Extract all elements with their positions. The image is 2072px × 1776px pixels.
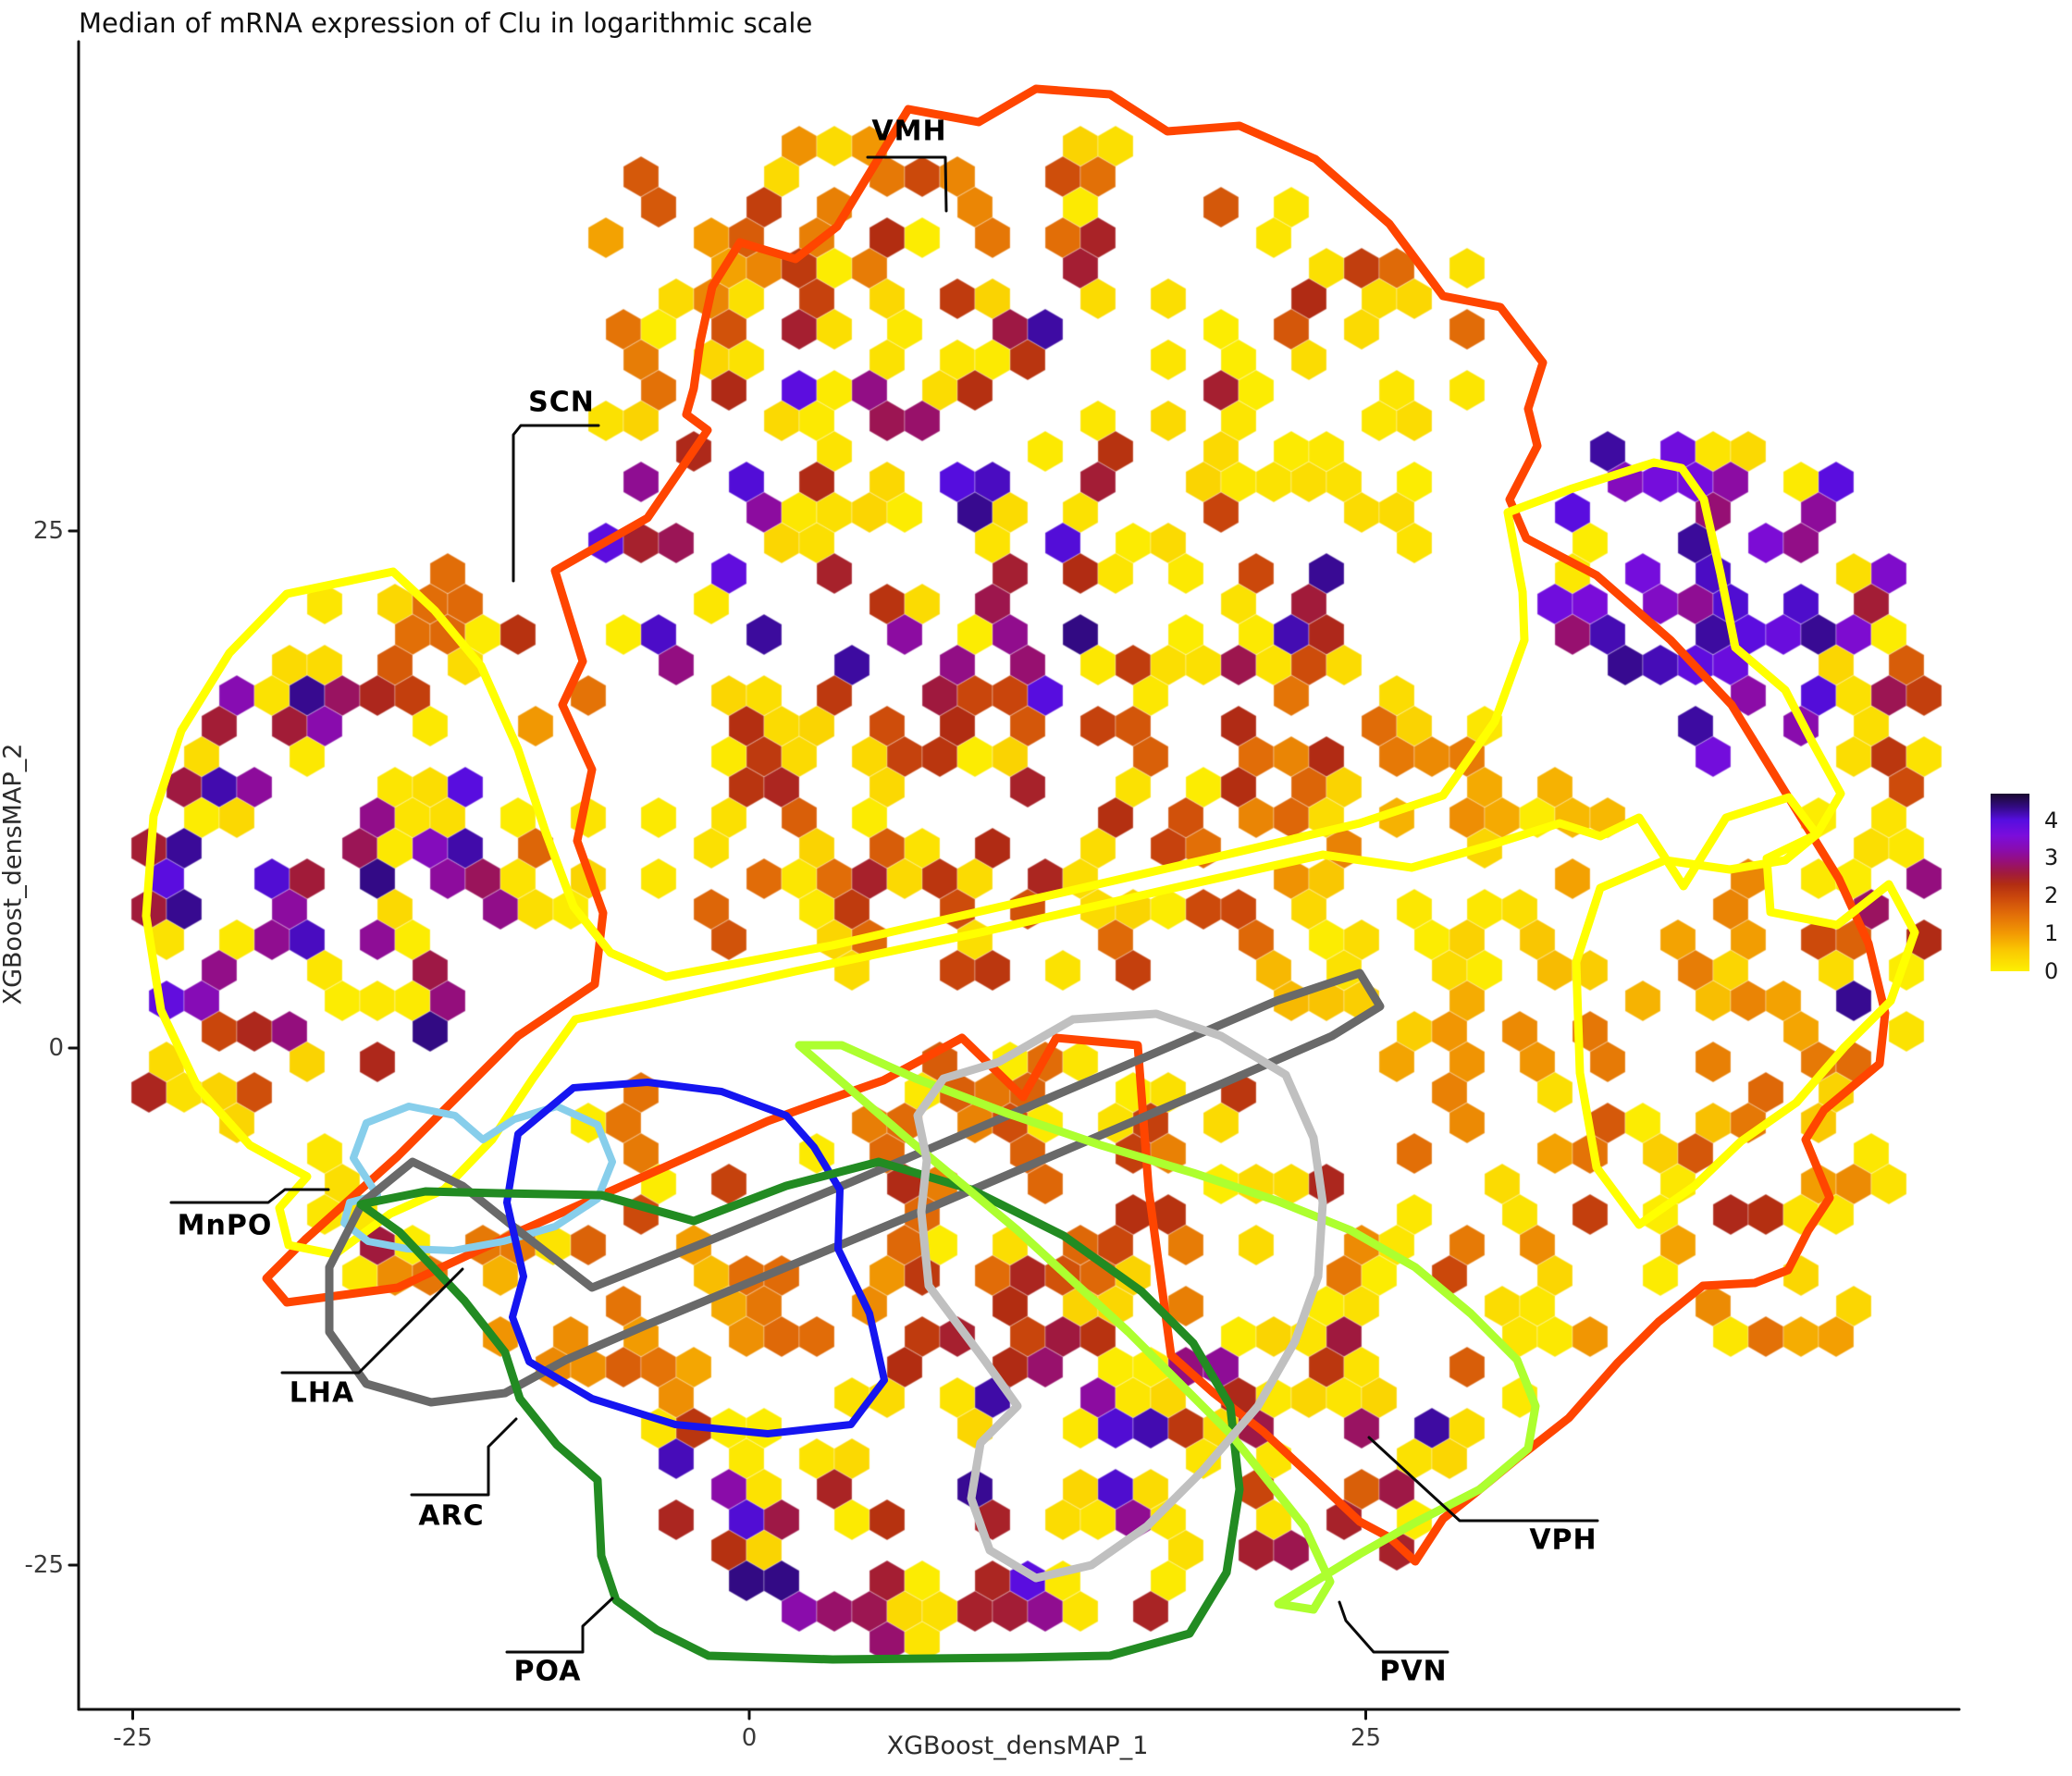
x-tick-label: 0 bbox=[741, 1724, 758, 1752]
region-label-pvn: PVN bbox=[1379, 1655, 1448, 1688]
leader-line-mnpo bbox=[169, 1188, 330, 1204]
leader-line-vph bbox=[1367, 1436, 1599, 1523]
leader-line-scn bbox=[512, 424, 600, 583]
colorbar-tick-label: 3 bbox=[2044, 845, 2059, 871]
x-tick-label: 25 bbox=[1350, 1724, 1382, 1752]
region-outline-scn bbox=[142, 458, 1845, 1259]
y-tick-label: -25 bbox=[24, 1551, 64, 1579]
region-outline-arc bbox=[503, 1079, 888, 1437]
leader-line-poa bbox=[505, 1597, 614, 1654]
region-label-poa: POA bbox=[513, 1655, 582, 1688]
region-outline-vmh bbox=[262, 84, 1890, 1566]
colorbar bbox=[1991, 794, 2029, 971]
region-outline-lha bbox=[325, 968, 1385, 1407]
region-label-mnpo: MnPO bbox=[177, 1209, 273, 1242]
region-outline-mnpo bbox=[340, 1103, 616, 1254]
leader-line-arc bbox=[410, 1417, 518, 1497]
region-label-vmh: VMH bbox=[871, 115, 947, 148]
colorbar-tick-label: 0 bbox=[2044, 958, 2059, 984]
region-outline-vph bbox=[913, 1009, 1327, 1583]
region-label-arc: ARC bbox=[418, 1499, 485, 1533]
region-outline-poa bbox=[356, 1157, 1244, 1664]
x-tick-label: -25 bbox=[113, 1724, 153, 1752]
chart-title: Median of mRNA expression of Clu in loga… bbox=[79, 7, 813, 39]
region-label-lha: LHA bbox=[289, 1376, 355, 1410]
y-tick-label: 0 bbox=[48, 1034, 64, 1062]
x-axis-label: XGBoost_densMAP_1 bbox=[886, 1732, 1149, 1760]
y-tick-label: 25 bbox=[32, 517, 64, 545]
region-label-scn: SCN bbox=[528, 386, 595, 419]
region-outline-scn-1 bbox=[1572, 830, 1919, 1229]
colorbar-tick-label: 1 bbox=[2044, 920, 2059, 947]
leader-line-pvn bbox=[1338, 1600, 1449, 1654]
y-axis-label: XGBoost_densMAP_2 bbox=[0, 743, 28, 1005]
leader-line-vmh bbox=[866, 155, 948, 213]
colorbar-tick-label: 4 bbox=[2044, 807, 2059, 833]
leader-line-lha bbox=[280, 1267, 464, 1375]
region-label-vph: VPH bbox=[1529, 1523, 1597, 1557]
colorbar-tick-label: 2 bbox=[2044, 882, 2059, 909]
